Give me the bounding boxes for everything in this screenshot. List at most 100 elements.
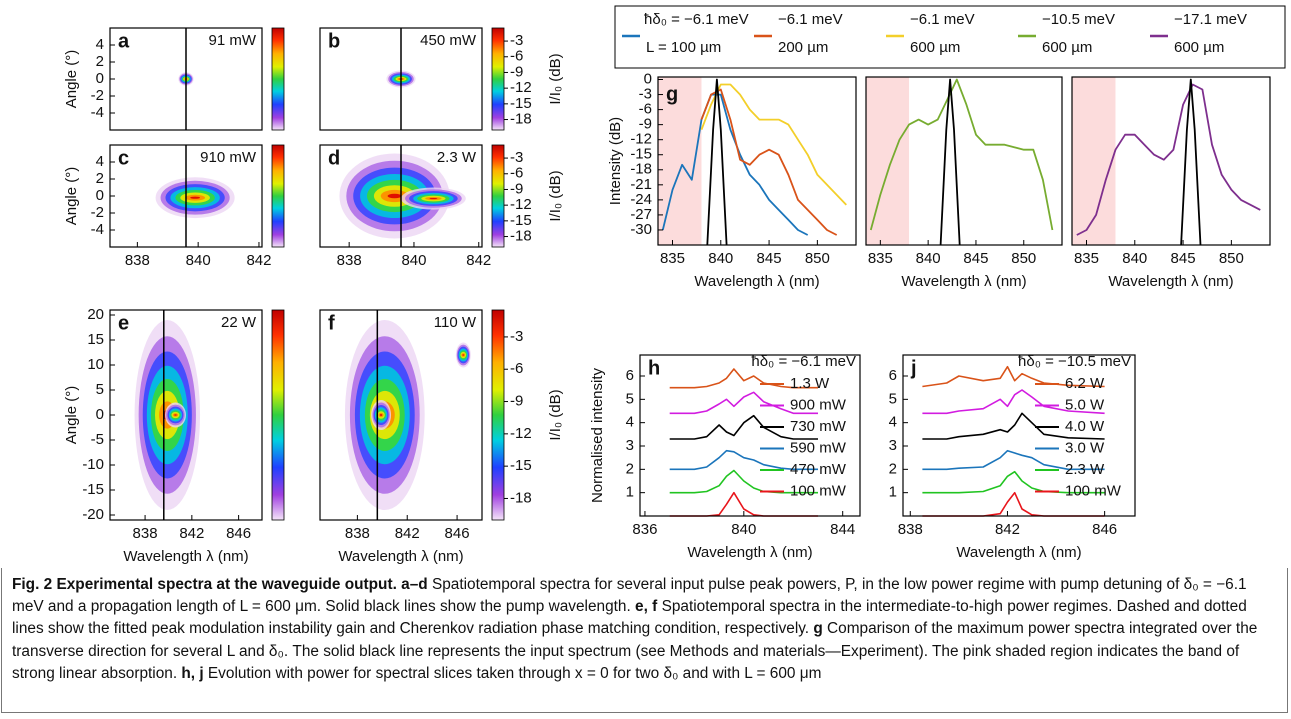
- y-tick-label: -27: [630, 206, 652, 223]
- legend-label: 2.3 W: [1065, 461, 1105, 478]
- data-line: [1076, 83, 1261, 236]
- caption-text: Evolution with power for spectral slices…: [207, 664, 822, 682]
- colorbar-tick-label: -3: [510, 328, 523, 345]
- y-tick-label: 2: [96, 170, 104, 187]
- y-tick-label: 4: [96, 153, 104, 170]
- annotation: ħδ₀ = −10.5 meV: [1018, 353, 1131, 370]
- emission-core: [379, 414, 383, 416]
- x-tick-label: 840: [1122, 250, 1147, 267]
- caption-panel-label: g: [813, 620, 823, 638]
- legend-label: 3.0 W: [1065, 439, 1105, 456]
- caption-panel-label: h, j: [181, 664, 204, 682]
- data-line: [939, 78, 961, 246]
- y-axis-label: Intensity (dB): [607, 117, 624, 205]
- data-line: [669, 449, 818, 471]
- data-line: [700, 83, 847, 206]
- panel-label: j: [910, 357, 917, 379]
- legend-label: 900 mW: [790, 396, 847, 413]
- x-tick-label: 840: [731, 521, 756, 538]
- x-tick-label: 845: [1171, 250, 1196, 267]
- x-tick-label: 846: [226, 525, 251, 542]
- heatmap-image: [134, 320, 201, 510]
- data-line: [669, 391, 818, 415]
- colorbar-tick-label: -6: [510, 360, 523, 377]
- caption-panel-label: a–d: [401, 576, 428, 593]
- annotation: ħδ₀ = −6.1 meV: [751, 353, 856, 370]
- y-tick-label: -15: [630, 146, 652, 163]
- y-tick-label: 0: [96, 406, 104, 423]
- colorbar-tick-label: -15: [510, 212, 532, 229]
- legend-label: −17.1 meV: [1174, 11, 1247, 28]
- x-axis-label: Wavelength λ (nm): [956, 544, 1081, 561]
- plot-frame: [657, 76, 857, 246]
- x-tick-label: 842: [179, 525, 204, 542]
- y-axis-label: Angle (°): [63, 50, 80, 109]
- colorbar-label: I/I₀ (dB): [547, 170, 564, 221]
- colorbar-tick-label: -12: [510, 79, 532, 96]
- legend-label: 4.0 W: [1065, 418, 1105, 435]
- colorbar-tick-label: -9: [510, 63, 523, 80]
- x-axis-label: Wavelength λ (nm): [123, 548, 248, 565]
- colorbar-tick-label: -9: [510, 393, 523, 410]
- plot-frame: [319, 309, 483, 521]
- y-tick-label: 4: [96, 36, 104, 53]
- y-tick-label: -30: [630, 221, 652, 238]
- y-tick-label: -5: [91, 431, 104, 448]
- legend-label: 6.2 W: [1065, 375, 1105, 392]
- legend-label: 100 mW: [790, 482, 847, 499]
- x-axis-label: Wavelength λ (nm): [1108, 273, 1233, 290]
- annotation: 910 mW: [200, 149, 257, 166]
- plot-frame: [902, 354, 1136, 517]
- y-tick-label: 20: [87, 306, 104, 323]
- colorbar-tick-label: -18: [510, 228, 532, 245]
- x-tick-label: 846: [1092, 521, 1117, 538]
- x-tick-label: 844: [830, 521, 855, 538]
- data-line: [922, 412, 1105, 440]
- y-tick-label: 1: [889, 484, 897, 501]
- caption-text: Spatiotemporal spectra in the intermedia…: [12, 598, 1247, 638]
- y-tick-label: -24: [630, 191, 652, 208]
- y-tick-label: -4: [91, 104, 104, 121]
- y-tick-label: 2: [889, 460, 897, 477]
- y-tick-label: -15: [82, 481, 104, 498]
- y-tick-label: 10: [87, 356, 104, 373]
- data-line: [669, 469, 818, 494]
- y-tick-label: 0: [96, 187, 104, 204]
- x-tick-label: 845: [757, 250, 782, 267]
- x-axis-label: Wavelength λ (nm): [901, 273, 1026, 290]
- caption-text: Spatiotemporal spectra for several input…: [12, 576, 1247, 616]
- y-tick-label: -21: [630, 176, 652, 193]
- annotation: 450 mW: [420, 32, 477, 49]
- colorbar: [491, 27, 505, 131]
- panel-label: f: [328, 312, 335, 334]
- colorbar-tick-label: -3: [510, 149, 523, 166]
- x-axis-label: Wavelength λ (nm): [694, 273, 819, 290]
- caption: Fig. 2 Experimental spectra at the waveg…: [1, 568, 1288, 713]
- legend-label: L = 100 µm: [646, 39, 721, 56]
- x-tick-label: 838: [898, 521, 923, 538]
- data-line: [669, 414, 818, 440]
- emission-core: [387, 193, 402, 199]
- x-tick-label: 840: [401, 252, 426, 269]
- legend-box: [614, 5, 1286, 69]
- x-tick-label: 838: [337, 252, 362, 269]
- heatmap-image: [344, 320, 471, 510]
- y-axis-label: Angle (°): [63, 386, 80, 445]
- plot-frame: [109, 309, 263, 521]
- annotation: 2.3 W: [437, 149, 477, 166]
- colorbar-label: I/I₀ (dB): [547, 389, 564, 440]
- emission-core: [429, 197, 438, 200]
- colorbar-label: I/I₀ (dB): [547, 53, 564, 104]
- y-tick-label: 1: [626, 484, 634, 501]
- data-line: [669, 368, 818, 389]
- colorbar-tick-label: -3: [510, 32, 523, 49]
- x-tick-label: 842: [246, 252, 271, 269]
- x-tick-label: 842: [466, 252, 491, 269]
- annotation: 91 mW: [208, 32, 256, 49]
- y-tick-label: 5: [889, 390, 897, 407]
- y-tick-label: 4: [626, 414, 634, 431]
- emission-core: [174, 414, 177, 416]
- y-tick-label: 5: [626, 390, 634, 407]
